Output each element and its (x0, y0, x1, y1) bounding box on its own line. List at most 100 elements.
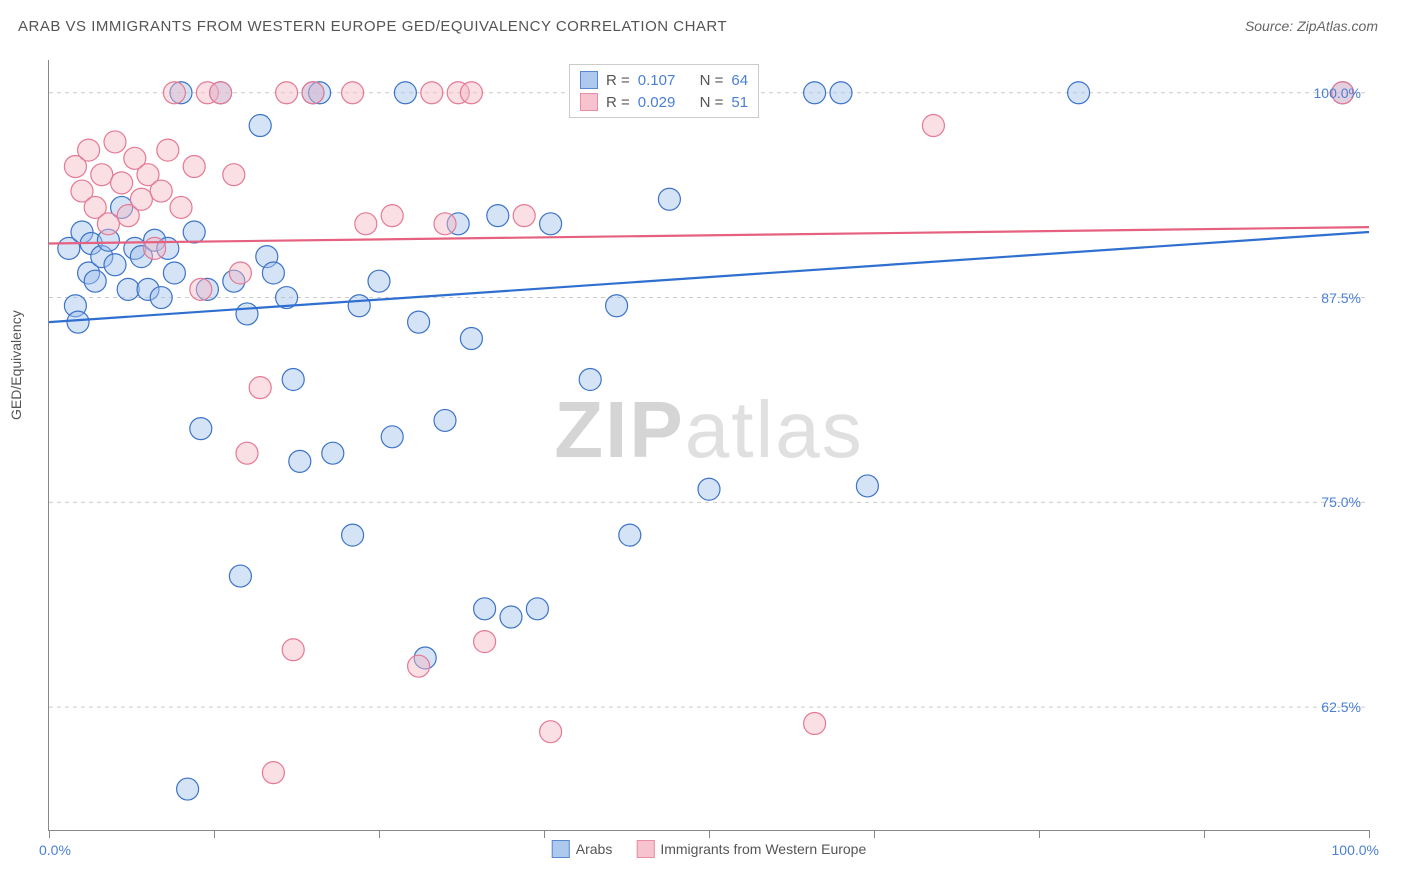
data-point-arabs (460, 328, 482, 350)
data-point-western_europe (236, 442, 258, 464)
data-point-western_europe (302, 82, 324, 104)
data-point-western_europe (78, 139, 100, 161)
data-point-arabs (540, 213, 562, 235)
swatch-arabs (580, 71, 598, 89)
data-point-western_europe (421, 82, 443, 104)
swatch-we-bottom (636, 840, 654, 858)
chart-title: ARAB VS IMMIGRANTS FROM WESTERN EUROPE G… (18, 18, 727, 35)
y-tick-label: 100.0% (1314, 85, 1361, 101)
data-point-arabs (698, 478, 720, 500)
stat-N-arabs: 64 (731, 72, 748, 89)
y-axis-label: GED/Equivalency (8, 310, 24, 420)
data-point-western_europe (434, 213, 456, 235)
data-point-western_europe (804, 713, 826, 735)
data-point-arabs (177, 778, 199, 800)
data-point-arabs (1068, 82, 1090, 104)
legend-label-we: Immigrants from Western Europe (660, 841, 866, 857)
data-point-arabs (856, 475, 878, 497)
data-point-western_europe (408, 655, 430, 677)
data-point-western_europe (262, 762, 284, 784)
data-point-arabs (84, 270, 106, 292)
data-point-western_europe (342, 82, 364, 104)
stat-R-arabs: 0.107 (638, 72, 676, 89)
data-point-arabs (368, 270, 390, 292)
data-point-arabs (262, 262, 284, 284)
data-point-western_europe (104, 131, 126, 153)
legend-item-we: Immigrants from Western Europe (636, 840, 866, 858)
data-point-western_europe (183, 155, 205, 177)
x-tick (1039, 830, 1040, 838)
data-point-western_europe (111, 172, 133, 194)
data-point-arabs (282, 368, 304, 390)
data-point-western_europe (210, 82, 232, 104)
data-point-western_europe (163, 82, 185, 104)
data-point-arabs (183, 221, 205, 243)
x-tick (49, 830, 50, 838)
legend-stats-row-we: R = 0.029 N = 51 (580, 91, 748, 113)
data-point-western_europe (91, 164, 113, 186)
data-point-western_europe (381, 205, 403, 227)
data-point-arabs (526, 598, 548, 620)
swatch-we (580, 93, 598, 111)
data-point-arabs (249, 115, 271, 137)
data-point-arabs (117, 278, 139, 300)
data-point-arabs (236, 303, 258, 325)
y-tick-label: 87.5% (1321, 290, 1361, 306)
data-point-arabs (229, 565, 251, 587)
data-point-arabs (394, 82, 416, 104)
data-point-arabs (830, 82, 852, 104)
data-point-arabs (381, 426, 403, 448)
data-point-arabs (408, 311, 430, 333)
data-point-arabs (67, 311, 89, 333)
stat-R-prefix: R = (606, 72, 630, 89)
y-tick-label: 75.0% (1321, 494, 1361, 510)
data-point-western_europe (229, 262, 251, 284)
data-point-arabs (150, 287, 172, 309)
data-point-arabs (579, 368, 601, 390)
data-point-arabs (487, 205, 509, 227)
data-point-western_europe (223, 164, 245, 186)
data-point-arabs (606, 295, 628, 317)
legend-stats-box: R = 0.107 N = 64 R = 0.029 N = 51 (569, 64, 759, 118)
data-point-western_europe (150, 180, 172, 202)
data-point-western_europe (144, 237, 166, 259)
data-point-western_europe (190, 278, 212, 300)
legend-bottom: Arabs Immigrants from Western Europe (552, 840, 867, 858)
y-tick-label: 62.5% (1321, 699, 1361, 715)
data-point-western_europe (922, 115, 944, 137)
x-tick (379, 830, 380, 838)
data-point-western_europe (474, 631, 496, 653)
stat-R-prefix-2: R = (606, 94, 630, 111)
data-point-arabs (342, 524, 364, 546)
x-axis-min-label: 0.0% (39, 842, 71, 858)
plot-area: ZIPatlas R = 0.107 N = 64 R = 0.029 N = … (48, 60, 1369, 831)
stat-N-prefix: N = (700, 72, 724, 89)
x-axis-max-label: 100.0% (1332, 842, 1379, 858)
data-point-western_europe (97, 213, 119, 235)
data-point-western_europe (540, 721, 562, 743)
data-point-western_europe (249, 377, 271, 399)
data-point-arabs (289, 450, 311, 472)
x-tick (874, 830, 875, 838)
chart-svg (49, 60, 1369, 830)
data-point-western_europe (157, 139, 179, 161)
data-point-arabs (190, 418, 212, 440)
stat-N-prefix-2: N = (700, 94, 724, 111)
data-point-western_europe (513, 205, 535, 227)
legend-label-arabs: Arabs (576, 841, 613, 857)
swatch-arabs-bottom (552, 840, 570, 858)
legend-item-arabs: Arabs (552, 840, 613, 858)
source-label: Source: ZipAtlas.com (1245, 18, 1378, 34)
data-point-arabs (474, 598, 496, 620)
x-tick (544, 830, 545, 838)
trend-line-western_europe (49, 227, 1369, 243)
legend-stats-row-arabs: R = 0.107 N = 64 (580, 69, 748, 91)
x-tick (214, 830, 215, 838)
data-point-arabs (619, 524, 641, 546)
data-point-arabs (434, 409, 456, 431)
data-point-arabs (500, 606, 522, 628)
x-tick (1369, 830, 1370, 838)
data-point-arabs (163, 262, 185, 284)
data-point-western_europe (276, 82, 298, 104)
data-point-arabs (104, 254, 126, 276)
